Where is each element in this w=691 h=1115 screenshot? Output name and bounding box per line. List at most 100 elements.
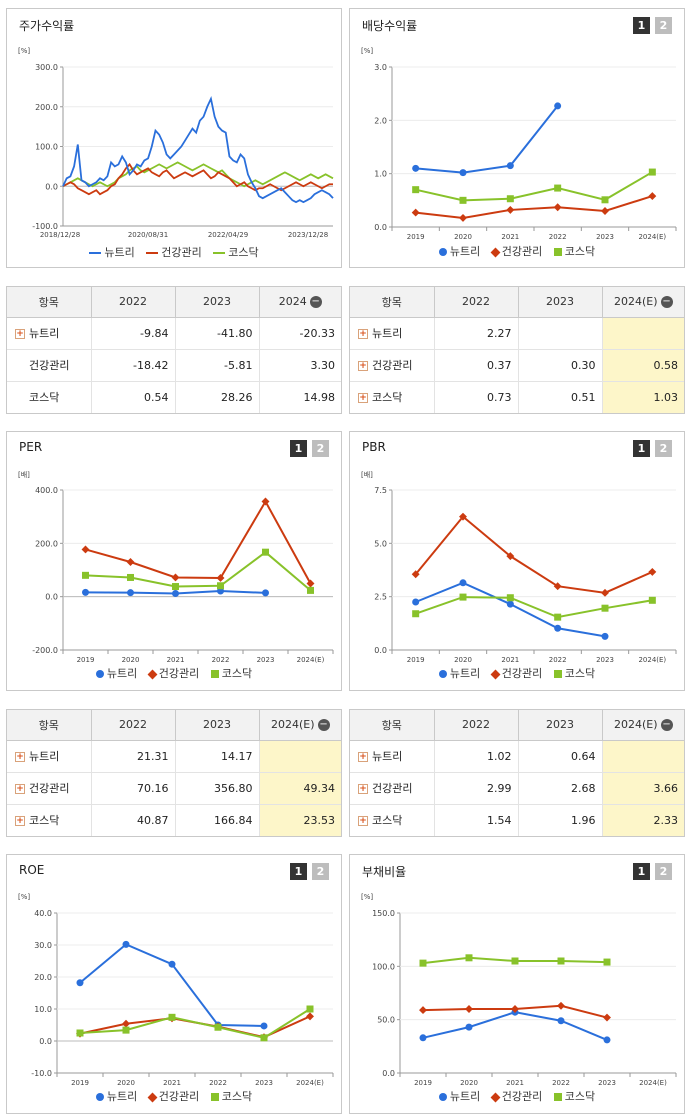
data-point[interactable] xyxy=(260,1034,268,1042)
data-point[interactable] xyxy=(506,594,514,602)
legend-item-kosdaq[interactable]: 코스닥 xyxy=(553,1088,595,1104)
data-point[interactable] xyxy=(648,168,656,176)
data-point[interactable] xyxy=(506,195,514,203)
expand-icon[interactable]: + xyxy=(15,752,25,762)
data-point[interactable] xyxy=(648,596,656,604)
data-point[interactable] xyxy=(122,1019,130,1028)
data-point[interactable] xyxy=(603,1013,611,1022)
data-point[interactable] xyxy=(601,207,609,215)
data-point[interactable] xyxy=(260,1022,268,1030)
data-point[interactable] xyxy=(76,1029,84,1037)
view-2-button[interactable]: 2 xyxy=(655,17,672,34)
data-point[interactable] xyxy=(412,598,420,606)
view-1-button[interactable]: 1 xyxy=(290,863,307,880)
data-point[interactable] xyxy=(465,1005,473,1013)
data-point[interactable] xyxy=(262,589,269,597)
legend-item-nutri[interactable]: 뉴트리 xyxy=(95,665,137,681)
data-point[interactable] xyxy=(648,567,657,576)
legend-item-nutri[interactable]: 뉴트리 xyxy=(95,1088,137,1104)
data-point[interactable] xyxy=(553,582,562,591)
data-point[interactable] xyxy=(506,162,514,170)
view-1-button[interactable]: 1 xyxy=(290,440,307,457)
data-point[interactable] xyxy=(465,1023,473,1031)
legend-item-kosdaq[interactable]: 코스닥 xyxy=(553,665,595,681)
data-point[interactable] xyxy=(172,589,179,597)
data-point[interactable] xyxy=(412,610,420,618)
collapse-icon[interactable]: − xyxy=(660,719,673,732)
data-point[interactable] xyxy=(127,589,134,597)
data-point[interactable] xyxy=(126,558,135,566)
data-point[interactable] xyxy=(603,958,611,966)
legend-item-health[interactable]: 건강관리 xyxy=(490,243,542,259)
data-point[interactable] xyxy=(601,632,609,640)
expand-icon[interactable]: + xyxy=(15,784,25,794)
data-point[interactable] xyxy=(122,1026,130,1034)
expand-icon[interactable]: + xyxy=(358,752,368,762)
data-point[interactable] xyxy=(459,579,467,587)
data-point[interactable] xyxy=(171,573,180,582)
legend-item-health[interactable]: 건강관리 xyxy=(490,1088,542,1104)
collapse-icon[interactable]: − xyxy=(309,296,322,309)
data-point[interactable] xyxy=(459,213,467,222)
data-point[interactable] xyxy=(601,588,609,597)
collapse-icon[interactable]: − xyxy=(317,719,330,732)
data-point[interactable] xyxy=(506,205,515,214)
expand-icon[interactable]: + xyxy=(358,329,368,339)
view-1-button[interactable]: 1 xyxy=(633,440,650,457)
view-2-button[interactable]: 2 xyxy=(312,863,329,880)
data-point[interactable] xyxy=(306,579,315,588)
data-point[interactable] xyxy=(412,164,420,172)
data-point[interactable] xyxy=(307,586,314,594)
data-point[interactable] xyxy=(511,957,519,965)
data-point[interactable] xyxy=(557,1001,565,1010)
data-point[interactable] xyxy=(459,593,467,601)
data-point[interactable] xyxy=(306,1012,314,1021)
data-point[interactable] xyxy=(168,1013,176,1021)
legend-item-nutri[interactable]: 뉴트리 xyxy=(438,243,480,259)
data-point[interactable] xyxy=(172,583,179,591)
legend-item-kosdaq[interactable]: 코스닥 xyxy=(213,244,259,260)
legend-item-health[interactable]: 건강관리 xyxy=(490,665,542,681)
data-point[interactable] xyxy=(82,588,89,596)
data-point[interactable] xyxy=(419,959,427,967)
data-point[interactable] xyxy=(214,1023,222,1031)
data-point[interactable] xyxy=(554,102,562,110)
data-point[interactable] xyxy=(603,1036,611,1044)
data-point[interactable] xyxy=(557,1017,565,1025)
expand-icon[interactable]: + xyxy=(358,393,368,404)
data-point[interactable] xyxy=(412,186,420,194)
data-point[interactable] xyxy=(82,571,89,579)
expand-icon[interactable]: + xyxy=(358,361,368,371)
data-point[interactable] xyxy=(127,573,134,581)
view-2-button[interactable]: 2 xyxy=(655,863,672,880)
view-1-button[interactable]: 1 xyxy=(633,17,650,34)
data-point[interactable] xyxy=(411,208,420,217)
data-point[interactable] xyxy=(601,604,609,612)
view-2-button[interactable]: 2 xyxy=(312,440,329,457)
legend-item-nutri[interactable]: 뉴트리 xyxy=(89,244,135,260)
data-point[interactable] xyxy=(601,196,609,204)
expand-icon[interactable]: + xyxy=(15,816,25,827)
legend-item-health[interactable]: 건강관리 xyxy=(147,1088,199,1104)
legend-item-health[interactable]: 건강관리 xyxy=(146,244,202,260)
data-point[interactable] xyxy=(262,548,269,556)
data-point[interactable] xyxy=(76,979,84,987)
data-point[interactable] xyxy=(459,169,467,177)
data-point[interactable] xyxy=(419,1006,427,1015)
data-point[interactable] xyxy=(419,1034,427,1042)
expand-icon[interactable]: + xyxy=(358,784,368,794)
data-point[interactable] xyxy=(306,1005,314,1013)
data-point[interactable] xyxy=(168,960,176,968)
legend-item-nutri[interactable]: 뉴트리 xyxy=(438,665,480,681)
data-point[interactable] xyxy=(554,184,562,192)
view-2-button[interactable]: 2 xyxy=(655,440,672,457)
data-point[interactable] xyxy=(553,203,562,212)
expand-icon[interactable]: + xyxy=(15,329,25,339)
data-point[interactable] xyxy=(554,624,562,632)
data-point[interactable] xyxy=(81,545,90,554)
data-point[interactable] xyxy=(465,954,473,962)
legend-item-health[interactable]: 건강관리 xyxy=(147,665,199,681)
data-point[interactable] xyxy=(557,957,565,965)
data-point[interactable] xyxy=(506,600,514,608)
legend-item-kosdaq[interactable]: 코스닥 xyxy=(553,243,595,259)
